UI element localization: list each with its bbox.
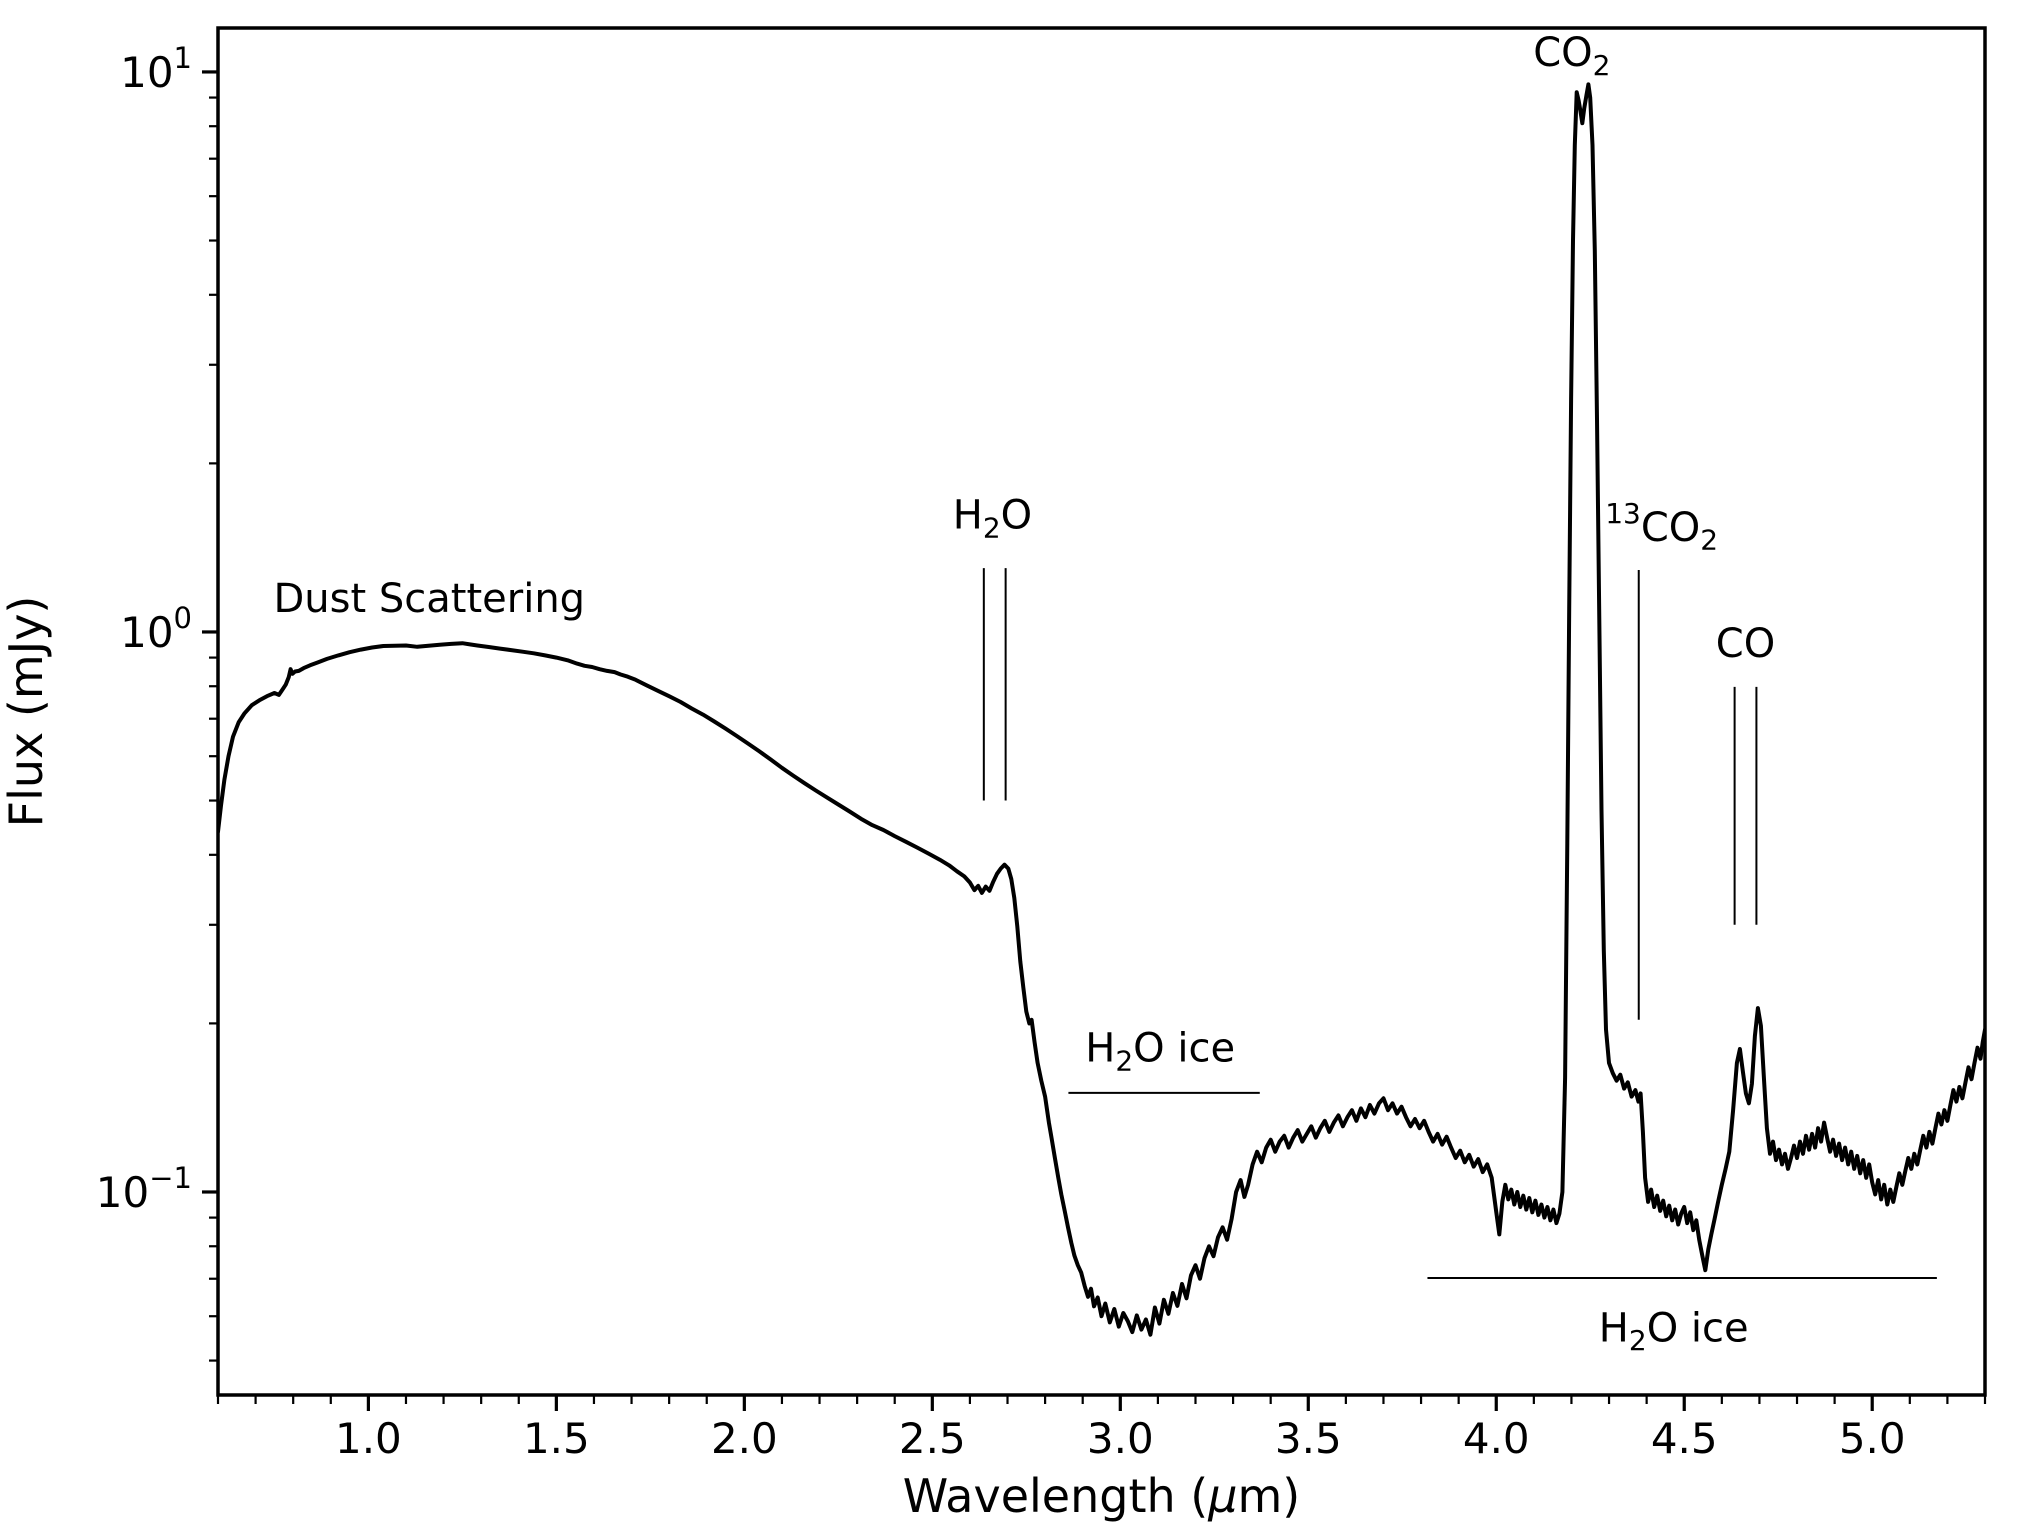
co-label: CO <box>1716 621 1775 667</box>
y-tick-label: 10−1 <box>96 1161 192 1217</box>
x-tick-label: 4.0 <box>1463 1414 1530 1463</box>
axis-labels: Wavelength (μm) Flux (mJy) <box>0 596 1300 1523</box>
h2o-gas-label: H2O <box>953 493 1032 545</box>
h2o-ice-2-label: H2O ice <box>1599 1305 1749 1357</box>
x-tick-label: 2.5 <box>899 1414 966 1463</box>
dust-scattering-annotation: Dust Scattering <box>274 576 586 622</box>
h2o-ice-1-annotation: H2O ice <box>1068 1026 1260 1094</box>
13co2-annotation: 13CO2 <box>1605 497 1718 1020</box>
y-tick-label: 101 <box>120 41 192 97</box>
x-tick-label: 3.0 <box>1087 1414 1154 1463</box>
co2-label: CO2 <box>1533 30 1610 82</box>
y-axis-major-ticks: 101 100 10−1 <box>96 41 218 1217</box>
dust-scattering-label: Dust Scattering <box>274 576 586 622</box>
x-tick-label: 4.5 <box>1651 1414 1718 1463</box>
spectrum-curve <box>218 82 1985 1337</box>
y-axis-label: Flux (mJy) <box>0 596 53 828</box>
co2-annotation: CO2 <box>1533 30 1610 82</box>
x-tick-label: 1.5 <box>523 1414 590 1463</box>
y-tick-label: 100 <box>120 601 192 657</box>
h2o-ice-1-label: H2O ice <box>1085 1026 1235 1078</box>
x-tick-label: 2.0 <box>711 1414 778 1463</box>
x-tick-label: 1.0 <box>335 1414 402 1463</box>
plot-border <box>216 26 1987 1397</box>
h2o-ice-2-annotation: H2O ice <box>1427 1277 1937 1357</box>
h2o-gas-annotation: H2O <box>953 493 1032 801</box>
x-tick-label: 3.5 <box>1275 1414 1342 1463</box>
x-tick-label: 5.0 <box>1839 1414 1906 1463</box>
annotations: Dust Scattering H2O H2O ice CO2 13CO2 CO H2O i… <box>274 30 1937 1357</box>
13co2-label: 13CO2 <box>1605 497 1718 557</box>
x-axis-major-ticks: 1.0 1.5 2.0 2.5 3.0 3.5 4.0 4.5 5.0 <box>335 1395 1906 1463</box>
co-annotation: CO <box>1716 621 1775 925</box>
spectrum-line <box>218 82 1985 1337</box>
x-axis-label: Wavelength (μm) <box>903 1469 1301 1523</box>
